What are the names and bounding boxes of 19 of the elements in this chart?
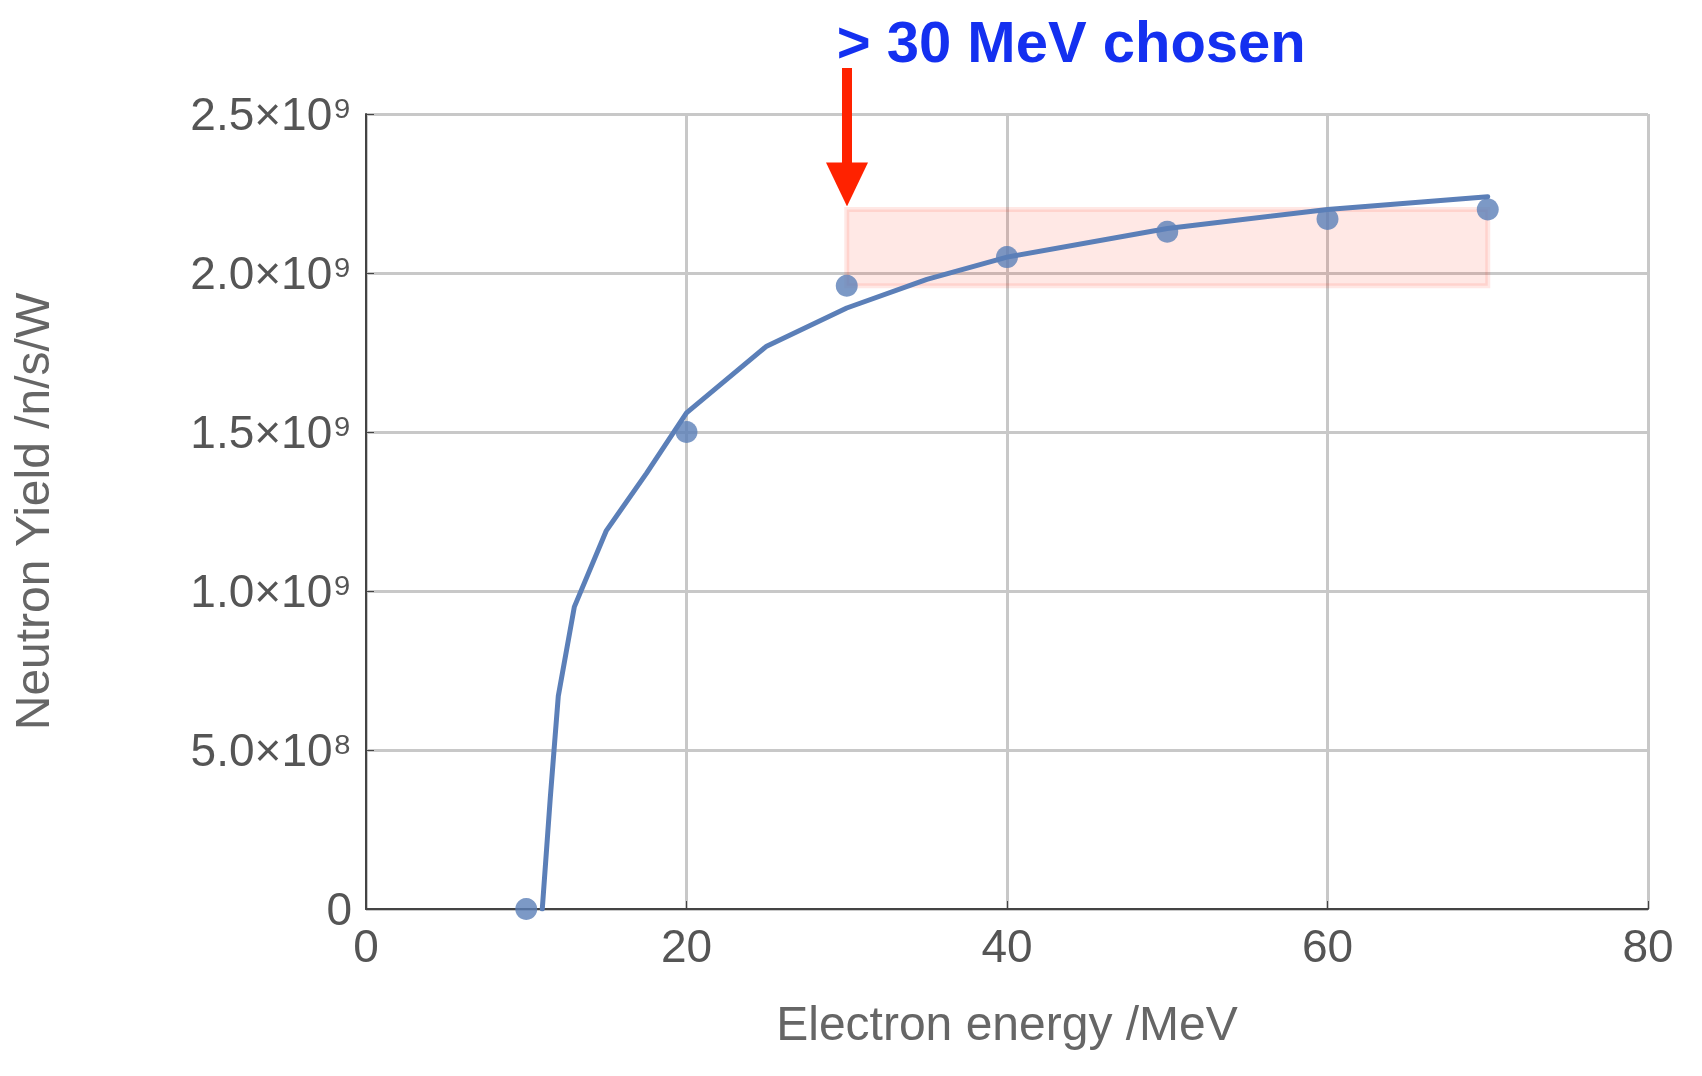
x-tick-label: 20 <box>660 920 713 972</box>
x-tick-label: 60 <box>1301 920 1354 972</box>
y-tick-label: 0 <box>326 883 352 935</box>
y-axis-title: Neutron Yield /n/s/W <box>5 292 59 731</box>
point <box>996 246 1018 269</box>
y-tick-label: 1.0×10⁹ <box>190 565 352 617</box>
point <box>515 898 538 920</box>
x-tick-label: 40 <box>981 920 1033 972</box>
y-tick-label: 5.0×10⁸ <box>190 724 352 776</box>
x-tick-label: 80 <box>1622 920 1674 972</box>
point <box>1476 198 1499 221</box>
point <box>835 274 858 297</box>
y-tick-label: 1.5×10⁹ <box>190 406 352 458</box>
y-tick-label: 2.5×10⁹ <box>190 88 352 140</box>
text: > 30 MeV chosen <box>836 8 1306 75</box>
x-axis-title: Electron energy /MeV <box>776 996 1238 1050</box>
y-tick-label: 2.0×10⁹ <box>190 247 352 299</box>
point <box>1156 220 1179 243</box>
point <box>675 421 698 443</box>
